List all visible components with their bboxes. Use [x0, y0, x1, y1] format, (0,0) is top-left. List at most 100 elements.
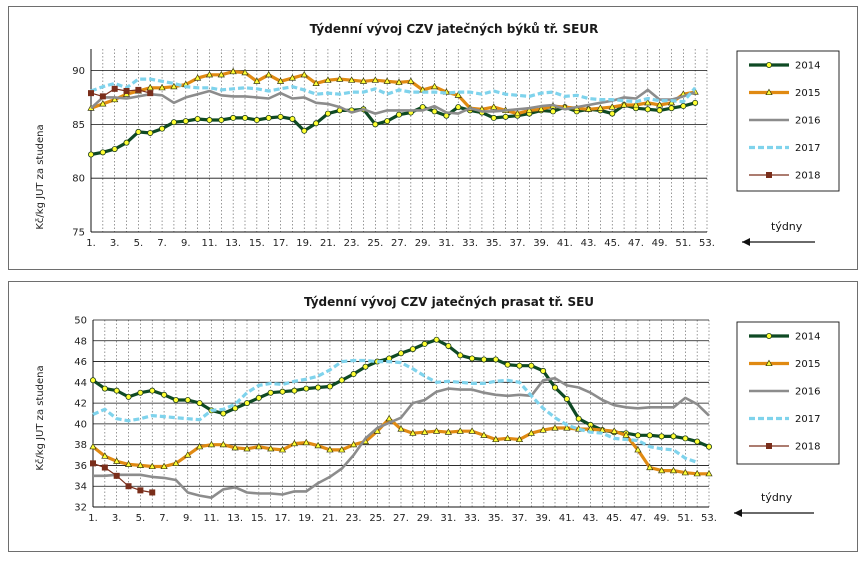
data-point-2014 [313, 120, 320, 127]
data-point-2015 [383, 77, 391, 84]
x-tick-label: 1. [86, 238, 96, 249]
data-point-2015 [278, 445, 287, 453]
x-tick-label: 15. [249, 238, 265, 249]
legend-marker-2014 [766, 62, 773, 69]
data-point-2018 [149, 489, 156, 496]
x-tick-label: 13. [227, 513, 243, 524]
data-point-2014 [609, 110, 616, 117]
x-tick-label: 43. [581, 238, 597, 249]
data-point-2014 [552, 384, 559, 391]
data-point-2014 [182, 118, 189, 125]
data-point-2015 [336, 75, 344, 82]
data-point-2014 [303, 385, 310, 392]
data-point-2014 [455, 104, 462, 111]
data-point-2015 [525, 106, 533, 113]
data-point-2014 [550, 108, 557, 115]
x-tick-label: 49. [652, 238, 668, 249]
x-tick-label: 3. [110, 238, 120, 249]
x-tick-label: 11. [202, 238, 218, 249]
data-point-2015 [217, 70, 225, 78]
data-point-2015 [194, 74, 202, 81]
data-point-2014 [502, 113, 509, 120]
data-point-2014 [395, 111, 402, 118]
data-point-2018 [135, 86, 142, 93]
data-point-2014 [137, 389, 144, 396]
data-point-2015 [148, 462, 156, 470]
x-tick-label: 47. [630, 513, 646, 524]
data-point-2014 [634, 432, 641, 439]
data-point-2015 [480, 431, 488, 438]
data-point-2014 [457, 352, 464, 359]
data-point-2015 [231, 443, 239, 451]
series-line-2016 [93, 376, 710, 499]
data-point-2014 [88, 151, 95, 158]
data-point-2014 [433, 336, 440, 343]
data-point-2015 [490, 103, 498, 110]
data-point-2015 [551, 424, 559, 431]
data-point-2015 [89, 442, 97, 450]
data-point-2014 [101, 385, 108, 392]
data-point-2015 [421, 428, 429, 435]
x-tick-label: 17. [273, 238, 289, 249]
x-tick-label: 29. [417, 513, 433, 524]
legend-marker-2015 [765, 359, 773, 367]
data-point-2014 [111, 146, 118, 153]
data-point-2014 [692, 99, 699, 106]
series-line-2017 [90, 77, 697, 104]
data-point-2014 [149, 387, 156, 394]
data-point-2014 [409, 346, 416, 353]
data-point-2015 [300, 70, 308, 78]
pigs-price-chart: Týdenní vývoj CZV jatečných prasat tř. S… [34, 295, 840, 524]
data-point-2014 [706, 443, 713, 450]
data-point-2015 [658, 466, 666, 474]
weeks-label: týdny [761, 491, 793, 504]
data-point-2015 [610, 427, 618, 434]
x-tick-label: 5. [136, 513, 146, 524]
data-point-2014 [670, 433, 677, 440]
data-point-2014 [658, 433, 665, 440]
y-tick-label: 42 [74, 399, 87, 410]
series-line-2015 [90, 69, 696, 116]
legend-marker-2014 [766, 333, 773, 340]
x-tick-label: 17. [275, 513, 291, 524]
data-point-2014 [680, 103, 687, 110]
data-point-2014 [338, 377, 345, 384]
x-tick-label: 35. [488, 513, 504, 524]
data-point-2015 [350, 440, 358, 448]
data-point-2014 [656, 107, 663, 114]
data-point-2014 [397, 350, 404, 357]
x-tick-label: 41. [559, 513, 575, 524]
data-point-2015 [302, 438, 310, 446]
legend: 2014 2015 2016 2017 2018 [736, 50, 840, 192]
legend-label-2016: 2016 [795, 387, 820, 398]
x-tick-label: 33. [462, 238, 478, 249]
data-point-2014 [644, 106, 651, 113]
data-point-2015 [219, 440, 227, 448]
x-tick-label: 13. [225, 238, 241, 249]
data-point-2015 [669, 466, 678, 474]
data-point-2015 [563, 424, 571, 431]
y-tick-label: 75 [72, 228, 85, 239]
data-point-2015 [241, 68, 249, 76]
data-point-2014 [172, 396, 179, 403]
data-point-2015 [160, 462, 168, 470]
data-point-2014 [113, 387, 120, 394]
y-tick-label: 38 [74, 440, 87, 451]
data-point-2015 [170, 82, 178, 90]
data-point-2018 [88, 90, 94, 97]
data-point-2014 [492, 356, 499, 363]
series-2017 [90, 77, 697, 104]
data-point-2014 [324, 110, 331, 117]
data-point-2014 [694, 438, 701, 445]
x-tick-label: 23. [346, 513, 362, 524]
legend-label-2015: 2015 [795, 88, 820, 99]
x-tick-label: 33. [464, 513, 480, 524]
y-tick-label: 32 [74, 503, 87, 514]
weeks-label: týdny [771, 220, 803, 233]
data-point-2018 [147, 90, 154, 97]
data-point-2018 [90, 460, 96, 467]
data-point-2015 [468, 427, 476, 434]
y-tick-label: 44 [74, 378, 87, 389]
data-point-2015 [492, 435, 500, 443]
data-point-2015 [101, 452, 109, 459]
